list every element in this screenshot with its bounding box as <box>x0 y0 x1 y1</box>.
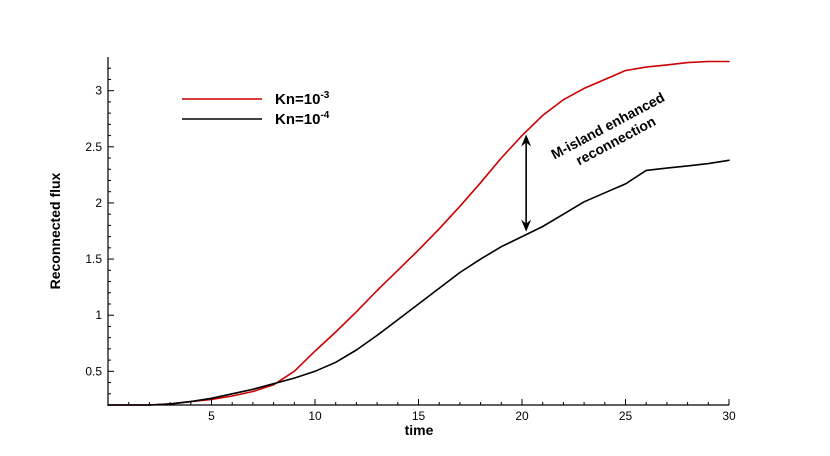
legend-label-series-2: Kn=10-4 <box>275 110 330 128</box>
x-tick-label: 10 <box>308 409 322 423</box>
y-tick-label: 0.5 <box>85 364 102 378</box>
x-axis-title: time <box>405 422 434 438</box>
x-tick-label: 20 <box>515 409 529 423</box>
series-line-2 <box>107 159 730 406</box>
legend-label-series-1: Kn=10-3 <box>275 90 330 108</box>
y-tick-label: 1.5 <box>85 252 102 266</box>
series-line-1 <box>107 60 730 406</box>
annotation: M-island enhanced reconnection <box>521 89 667 232</box>
y-axis-title: Reconnected flux <box>47 172 63 289</box>
y-tick-label: 2 <box>95 196 102 210</box>
x-tick-label: 15 <box>412 409 426 423</box>
y-tick-label: 2.5 <box>85 140 102 154</box>
x-tick-label: 25 <box>619 409 633 423</box>
x-tick-label: 5 <box>208 409 215 423</box>
double-arrow-icon <box>521 134 532 232</box>
x-tick-label: 30 <box>722 409 736 423</box>
y-tick-label: 1 <box>95 308 102 322</box>
y-tick-label: 3 <box>95 84 102 98</box>
legend: Kn=10-3 Kn=10-4 <box>182 90 330 128</box>
